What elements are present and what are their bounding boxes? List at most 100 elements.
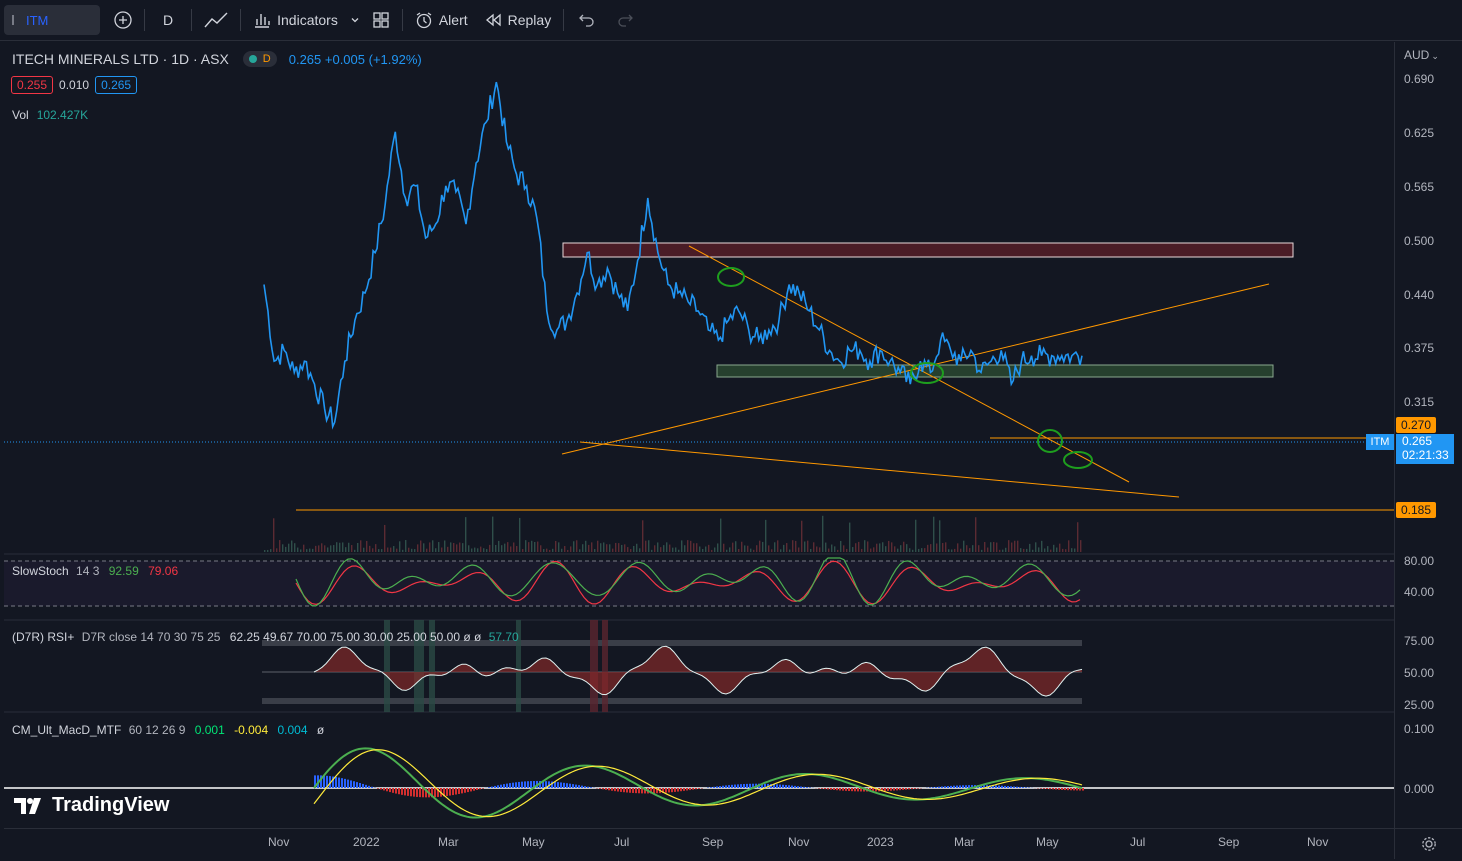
macd-histogram-bar xyxy=(578,785,580,788)
time-label: 2023 xyxy=(867,835,894,849)
volume-bar xyxy=(936,543,938,552)
macd-histogram-bar xyxy=(1064,788,1066,791)
macd-histogram-bar xyxy=(911,788,913,790)
support-zone[interactable] xyxy=(716,364,1274,378)
volume-bar xyxy=(633,545,635,552)
volume-bar xyxy=(531,540,533,552)
volume-bar xyxy=(357,542,359,552)
volume-bar xyxy=(342,542,344,552)
time-label: May xyxy=(522,835,545,849)
macd-histogram-bar xyxy=(1013,786,1015,788)
indicators-button[interactable]: Indicators xyxy=(245,5,346,35)
price-axis[interactable] xyxy=(1394,42,1462,828)
macd-histogram-bar xyxy=(611,788,613,791)
volume-bar xyxy=(909,548,911,552)
macd-histogram-bar xyxy=(791,785,793,788)
volume-bar xyxy=(1026,548,1028,552)
trendline-lower[interactable] xyxy=(579,441,1180,498)
time-axis[interactable] xyxy=(4,828,1394,859)
macd-histogram-bar xyxy=(566,783,568,788)
macd-histogram-bar xyxy=(413,788,415,797)
volume-bar xyxy=(1077,522,1079,552)
volume-bar xyxy=(897,548,899,552)
volume-bar xyxy=(603,542,605,552)
currency-selector[interactable]: AUD ⌄ xyxy=(1404,48,1439,62)
symbol-search[interactable]: ITM xyxy=(4,5,100,35)
volume-bar xyxy=(264,549,266,552)
macd-histogram-bar xyxy=(377,788,379,789)
stoch-legend[interactable]: SlowStoch 14 3 92.59 79.06 xyxy=(12,564,178,578)
volume-bar xyxy=(735,541,737,552)
volume-bar xyxy=(846,548,848,552)
rsi-band xyxy=(590,620,598,712)
ask-box[interactable]: 0.265 xyxy=(95,76,138,94)
macd-histogram-bar xyxy=(335,777,337,788)
level-tag-270[interactable]: 0.270 xyxy=(1396,417,1436,433)
volume-bar xyxy=(492,516,494,552)
macd-histogram-bar xyxy=(734,784,736,788)
trendline-descending[interactable] xyxy=(688,245,1130,483)
macd-histogram-bar xyxy=(638,788,640,794)
resistance-zone[interactable] xyxy=(562,242,1294,258)
macd-histogram-bar xyxy=(1067,788,1069,791)
macd-histogram-bar xyxy=(410,788,412,797)
price-chart[interactable] xyxy=(4,42,1394,828)
macd-histogram-bar xyxy=(506,783,508,788)
volume-bar xyxy=(528,542,530,552)
macd-histogram-bar xyxy=(575,784,577,788)
volume-bar xyxy=(636,543,638,552)
volume-bar xyxy=(975,517,977,552)
volume-bar xyxy=(747,545,749,552)
redo-button[interactable] xyxy=(606,5,644,35)
volume-bar xyxy=(582,544,584,552)
tradingview-logo-icon xyxy=(14,797,41,814)
status-dot-icon xyxy=(248,55,257,63)
macd-histogram-bar xyxy=(899,788,901,791)
interval-button[interactable]: D xyxy=(149,5,187,35)
volume-bar xyxy=(519,517,521,552)
replay-label: Replay xyxy=(507,12,552,28)
macd-histogram-bar xyxy=(509,783,511,788)
compare-button[interactable] xyxy=(106,5,140,35)
chart-type-button[interactable] xyxy=(196,5,236,35)
templates-dropdown[interactable] xyxy=(346,5,364,35)
macd-histogram-bar xyxy=(680,788,682,792)
layout-button[interactable] xyxy=(364,5,398,35)
macd-histogram-bar xyxy=(350,780,352,788)
macd-histogram-bar xyxy=(629,788,631,793)
macd-histogram-bar xyxy=(902,788,904,790)
time-label: May xyxy=(1036,835,1059,849)
undo-icon xyxy=(579,14,594,27)
alert-button[interactable]: Alert xyxy=(407,5,476,35)
replay-button[interactable]: Replay xyxy=(476,5,560,35)
macd-histogram-bar xyxy=(695,788,697,790)
trendline-ascending[interactable] xyxy=(561,283,1270,455)
bid-box[interactable]: 0.255 xyxy=(11,76,54,94)
macd-histogram-bar xyxy=(521,781,523,788)
macd-histogram-bar xyxy=(626,788,628,793)
market-status-toggle[interactable]: D xyxy=(242,51,277,67)
chart-settings-corner[interactable] xyxy=(1394,828,1462,859)
macd-v4: ø xyxy=(316,723,325,737)
volume-bar xyxy=(729,547,731,552)
rsi-legend[interactable]: (D7R) RSI+ D7R close 14 70 30 75 25 62.2… xyxy=(12,630,519,644)
stoch-v1: 92.59 xyxy=(108,564,139,578)
volume-bar xyxy=(888,540,890,552)
volume-bar xyxy=(354,549,356,552)
volume-bar xyxy=(348,542,350,552)
level-tag-185[interactable]: 0.185 xyxy=(1396,502,1436,518)
macd-histogram-bar xyxy=(959,785,961,788)
last-price-tag: 0.265 02:21:33 xyxy=(1396,434,1454,464)
undo-button[interactable] xyxy=(568,5,606,35)
macd-histogram-bar xyxy=(719,786,721,788)
volume-bar xyxy=(267,549,269,552)
macd-histogram-bar xyxy=(644,788,646,794)
macd-histogram-bar xyxy=(458,788,460,794)
macd-legend[interactable]: CM_Ult_MacD_MTF 60 12 26 9 0.001 -0.004 … xyxy=(12,723,324,737)
macd-histogram-bar xyxy=(1019,786,1021,788)
volume-bar xyxy=(984,542,986,552)
time-label: Jul xyxy=(1130,835,1146,849)
macd-histogram-bar xyxy=(395,788,397,794)
volume-bar xyxy=(483,548,485,552)
macd-histogram-bar xyxy=(1025,787,1027,788)
